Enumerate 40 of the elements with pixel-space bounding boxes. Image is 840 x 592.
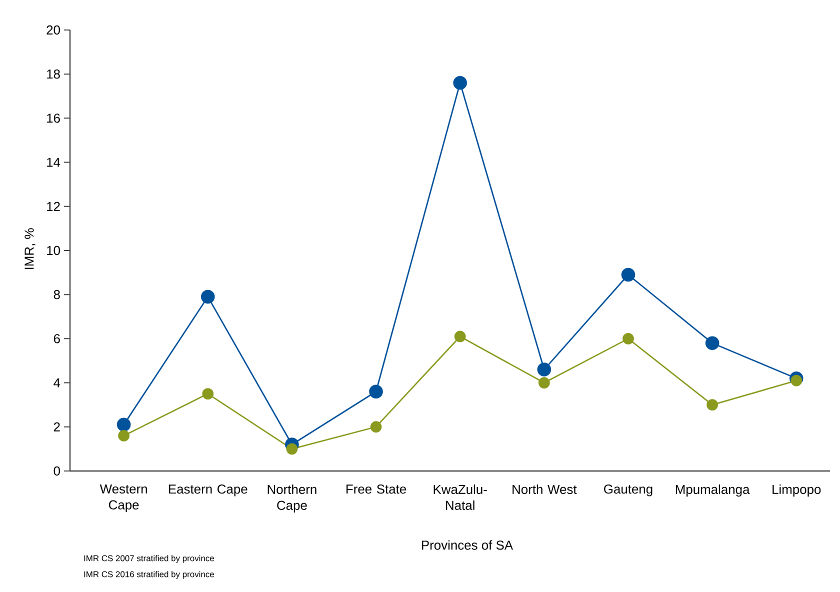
x-axis-title: Provinces of SA <box>422 540 514 550</box>
x-tick-label: Northern Cape <box>268 484 316 513</box>
text: IMR CS 2016 stratified by province <box>84 571 214 579</box>
point <box>453 76 467 90</box>
text: IMR CS 2007 stratified by province <box>84 555 214 563</box>
x-tick-label: Free State <box>346 484 406 494</box>
point <box>454 330 466 342</box>
y-tick-label: 18 <box>47 69 60 79</box>
y-tick-label: 10 <box>47 246 60 256</box>
x-tick-label: Mpumalanga <box>676 484 750 497</box>
point <box>202 388 214 400</box>
x-tick-label: KwaZulu-Natal <box>434 484 487 510</box>
y-tick-label: 2 <box>54 422 60 432</box>
y-tick-label: 0 <box>54 466 60 476</box>
x-tick-label: Western Cape <box>100 484 147 512</box>
point <box>622 332 634 344</box>
point <box>537 362 552 376</box>
point <box>369 384 383 399</box>
point <box>790 374 802 386</box>
point <box>370 421 382 433</box>
y-tick-label: 16 <box>47 114 60 123</box>
y-tick-label: 14 <box>47 158 60 167</box>
x-tick-label: North West <box>512 484 577 494</box>
y-tick-label: 12 <box>47 202 60 211</box>
point <box>705 336 720 350</box>
point <box>538 377 550 388</box>
point <box>116 418 131 432</box>
point <box>118 430 130 442</box>
x-tick-label: Eastern Cape <box>168 484 248 496</box>
x-tick-label: Gauteng <box>604 484 652 496</box>
point <box>286 443 298 455</box>
point <box>706 399 718 411</box>
y-tick-label: 6 <box>54 334 60 344</box>
point <box>621 268 636 282</box>
x-tick-label: Limpopo <box>772 484 821 497</box>
point <box>200 290 215 304</box>
y-axis-title: IMR, % <box>24 228 36 270</box>
y-tick-label: 4 <box>54 378 60 388</box>
y-tick-label: 8 <box>54 290 60 300</box>
y-tick-label: 20 <box>46 25 60 35</box>
